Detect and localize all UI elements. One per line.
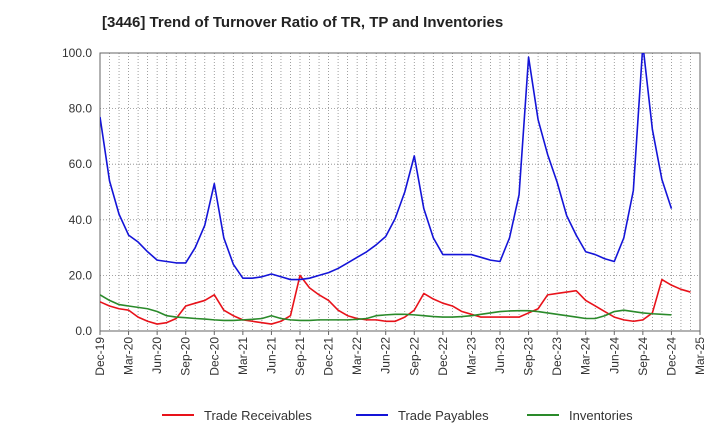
y-tick-label: 40.0 — [69, 213, 93, 227]
x-tick-label: Dec-19 — [93, 337, 107, 376]
x-tick-labels: Dec-19 Mar-20 Jun-20 Sep-20 Dec-20 Mar-21 Jun-… — [93, 337, 707, 376]
y-tick-label: 0.0 — [75, 324, 92, 338]
legend-label-trade-payables: Trade Payables — [398, 408, 489, 423]
y-tick-label: 100.0 — [62, 46, 92, 60]
grid — [100, 53, 700, 331]
y-tick-label: 60.0 — [69, 157, 93, 171]
x-tick-label: Jun-24 — [607, 337, 621, 374]
series-line-trade-receivables — [100, 274, 691, 325]
y-tick-label: 20.0 — [69, 268, 93, 282]
x-tick-label: Mar-23 — [464, 337, 478, 375]
chart-title: [3446] Trend of Turnover Ratio of TR, TP… — [102, 14, 504, 31]
x-tick-label: Jun-21 — [264, 337, 278, 374]
x-tick-label: Dec-21 — [322, 337, 336, 376]
legend-label-trade-receivables: Trade Receivables — [204, 408, 312, 423]
x-tick-label: Sep-21 — [293, 337, 307, 376]
legend-label-inventories: Inventories — [569, 408, 633, 423]
x-tick-label: Mar-20 — [122, 337, 136, 375]
x-tick-label: Sep-24 — [636, 337, 650, 376]
y-tick-label: 80.0 — [69, 102, 93, 116]
x-tick-label: Jun-23 — [493, 337, 507, 374]
x-tick-label: Jun-22 — [379, 337, 393, 374]
y-tick-labels: 0.0 20.0 40.0 60.0 80.0 100.0 — [62, 46, 92, 338]
x-tick-label: Sep-22 — [407, 337, 421, 376]
x-tick-label: Sep-23 — [522, 337, 536, 376]
x-tick-label: Mar-24 — [579, 337, 593, 375]
series-line-inventories — [100, 294, 672, 322]
x-tick-label: Mar-22 — [350, 337, 364, 375]
x-tick-label: Dec-23 — [550, 337, 564, 376]
x-tick-label: Dec-24 — [664, 337, 678, 376]
series-lines — [100, 53, 691, 325]
axes — [99, 52, 701, 335]
x-tick-label: Dec-22 — [436, 337, 450, 376]
legend: Trade Receivables Trade Payables Inventori… — [162, 408, 633, 423]
plot-frame — [99, 52, 701, 332]
x-tick-label: Jun-20 — [150, 337, 164, 374]
x-tick-label: Mar-25 — [693, 337, 707, 375]
x-tick-label: Dec-20 — [207, 337, 221, 376]
series-line-trade-payables — [100, 53, 673, 281]
x-tick-label: Mar-21 — [236, 337, 250, 375]
x-tick-label: Sep-20 — [179, 337, 193, 376]
